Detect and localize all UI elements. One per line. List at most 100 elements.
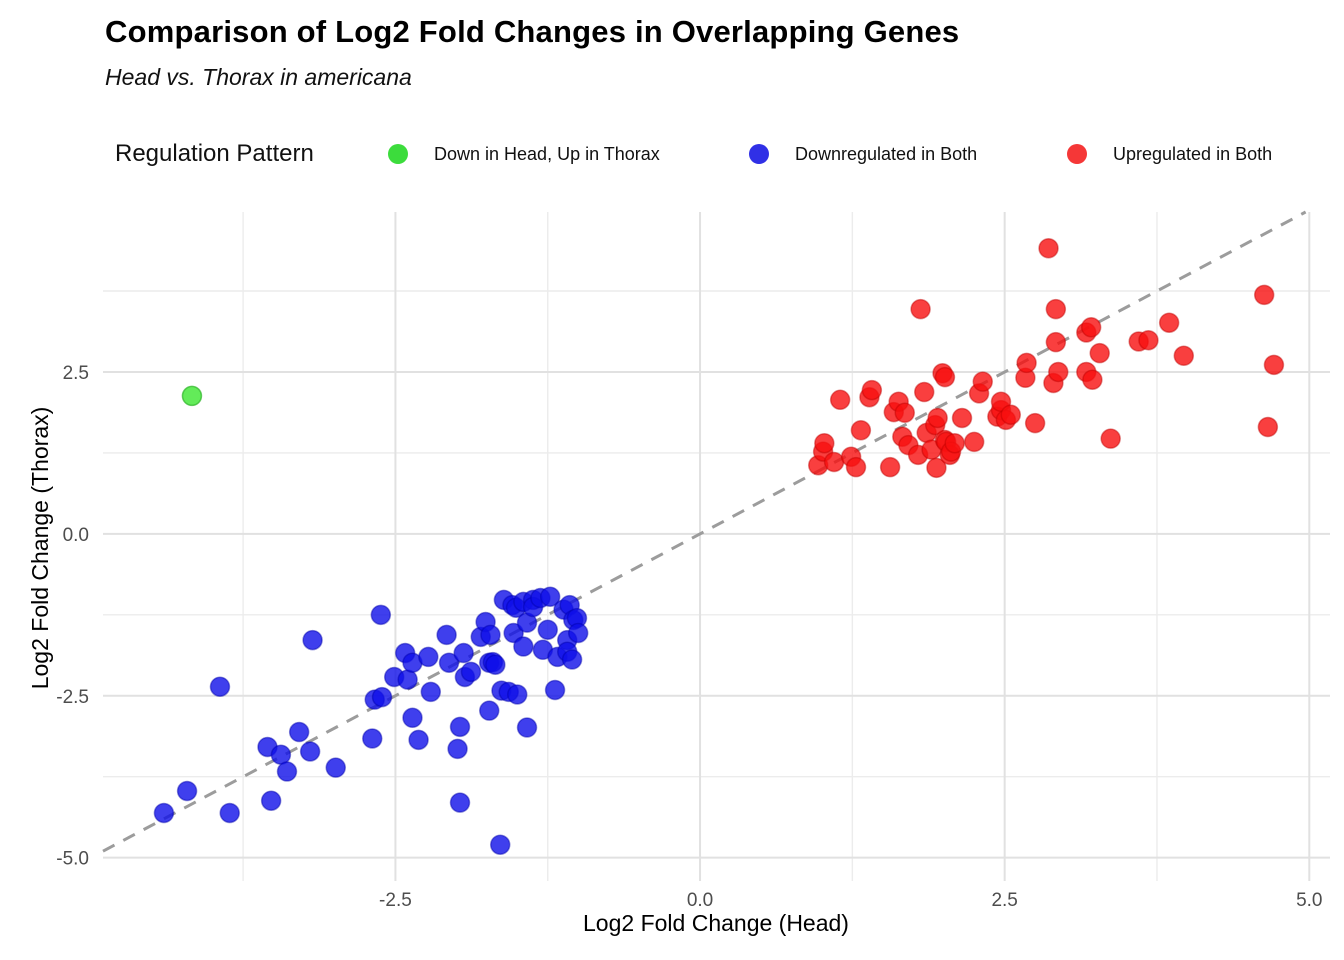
scatter-point-series-2 bbox=[1016, 352, 1037, 374]
scatter-point-series-2 bbox=[1158, 312, 1180, 333]
scatter-point-series-2 bbox=[1045, 331, 1067, 353]
legend-dot-blue-icon bbox=[749, 144, 769, 164]
scatter-point-series-2 bbox=[944, 432, 965, 454]
scatter-point-series-1 bbox=[370, 604, 392, 626]
scatter-point-series-2 bbox=[1173, 345, 1195, 367]
scatter-point-series-1 bbox=[219, 802, 240, 824]
scatter-point-series-1 bbox=[489, 834, 511, 855]
legend-item-downregulated-both: Downregulated in Both bbox=[749, 136, 977, 172]
x-tick-label: 5.0 bbox=[1296, 890, 1322, 911]
scatter-point-series-1 bbox=[479, 700, 500, 721]
scatter-point-series-2 bbox=[1257, 416, 1279, 438]
scatter-point-series-1 bbox=[325, 757, 346, 778]
y-tick-label: -2.5 bbox=[56, 687, 89, 708]
scatter-point-series-2 bbox=[814, 432, 835, 454]
y-tick-label: 2.5 bbox=[63, 363, 89, 384]
scatter-point-series-2 bbox=[934, 366, 956, 388]
y-tick-label: -5.0 bbox=[56, 849, 89, 870]
scatter-point-series-2 bbox=[963, 431, 985, 453]
scatter-point-series-1 bbox=[371, 686, 393, 708]
scatter-point-series-2 bbox=[861, 379, 883, 401]
scatter-point-series-2 bbox=[910, 298, 931, 320]
legend-label: Down in Head, Up in Thorax bbox=[434, 143, 660, 164]
legend-label: Upregulated in Both bbox=[1113, 143, 1273, 164]
scatter-point-series-2 bbox=[1089, 342, 1110, 364]
y-axis-title: Log2 Fold Change (Thorax) bbox=[27, 406, 53, 690]
scatter-point-series-1 bbox=[260, 790, 282, 811]
y-tick-label: 0.0 bbox=[63, 525, 89, 546]
scatter-point-series-2 bbox=[951, 407, 973, 429]
legend-dot-green-icon bbox=[388, 144, 408, 164]
scatter-point-series-1 bbox=[420, 681, 442, 703]
legend-dot-red-icon bbox=[1067, 144, 1087, 164]
scatter-point-series-1 bbox=[460, 661, 482, 683]
legend-item-upregulated-both: Upregulated in Both bbox=[1067, 136, 1272, 172]
scatter-point-series-2 bbox=[1138, 329, 1159, 351]
scatter-point-series-1 bbox=[176, 780, 198, 802]
scatter-point-series-1 bbox=[544, 679, 566, 701]
scatter-point-series-1 bbox=[539, 586, 561, 607]
scatter-point-series-2 bbox=[1100, 428, 1121, 449]
scatter-point-series-2 bbox=[1082, 369, 1103, 390]
scatter-point-series-1 bbox=[402, 707, 423, 729]
chart-title: Comparison of Log2 Fold Changes in Overl… bbox=[105, 14, 960, 49]
scatter-point-series-1 bbox=[485, 654, 506, 675]
scatter-point-series-2 bbox=[1045, 298, 1067, 320]
scatter-point-series-2 bbox=[1024, 412, 1046, 434]
scatter-point-series-1 bbox=[449, 792, 471, 813]
scatter-point-series-2 bbox=[845, 456, 867, 478]
scatter-point-series-2 bbox=[1263, 354, 1285, 376]
scatter-point-series-1 bbox=[561, 649, 583, 670]
scatter-point-series-1 bbox=[418, 646, 439, 668]
scatter-point-series-2 bbox=[894, 402, 916, 424]
scatter-point-series-2 bbox=[823, 451, 845, 473]
scatter-point-series-1 bbox=[408, 729, 429, 751]
scatter-point-series-1 bbox=[516, 717, 538, 738]
scatter-point-series-1 bbox=[447, 738, 468, 760]
scatter-point-series-2 bbox=[990, 391, 1012, 413]
x-tick-label: -2.5 bbox=[379, 890, 412, 911]
scatter-point-series-1 bbox=[453, 642, 474, 664]
scatter-point-series-1 bbox=[507, 684, 528, 705]
scatter-point-series-1 bbox=[480, 624, 501, 646]
scatter-point-series-1 bbox=[449, 716, 471, 738]
legend-label: Downregulated in Both bbox=[795, 143, 978, 164]
scatter-point-series-2 bbox=[879, 456, 901, 478]
x-tick-label: 0.0 bbox=[687, 890, 713, 911]
scatter-point-series-1 bbox=[362, 728, 383, 749]
scatter-point-series-2 bbox=[850, 420, 872, 441]
scatter-point-series-1 bbox=[302, 629, 323, 651]
scatter-point-series-2 bbox=[1253, 284, 1275, 306]
scatter-point-series-2 bbox=[1000, 404, 1022, 425]
scatter-point-series-1 bbox=[438, 652, 460, 673]
scatter-point-series-1 bbox=[299, 741, 321, 762]
scatter-point-series-1 bbox=[209, 676, 231, 697]
chart-subtitle: Head vs. Thorax in americana bbox=[105, 64, 412, 90]
scatter-point-series-2 bbox=[927, 407, 948, 429]
legend-title: Regulation Pattern bbox=[115, 140, 314, 167]
scatter-point-series-1 bbox=[567, 622, 589, 644]
scatter-point-series-2 bbox=[829, 389, 851, 411]
scatter-point-series-1 bbox=[513, 636, 534, 657]
legend: Regulation Pattern Down in Head, Up in T… bbox=[0, 136, 1344, 172]
scatter-point-series-1 bbox=[503, 622, 524, 644]
scatter-point-series-1 bbox=[537, 619, 558, 640]
scatter-point-series-2 bbox=[1080, 317, 1102, 338]
scatter-point-series-0 bbox=[181, 385, 203, 407]
scatter-point-series-1 bbox=[436, 624, 457, 646]
scatter-point-series-1 bbox=[397, 669, 418, 690]
scatter-point-series-1 bbox=[276, 761, 298, 782]
scatter-point-series-2 bbox=[913, 381, 935, 403]
scatter-point-series-2 bbox=[1038, 238, 1059, 259]
scatter-point-series-1 bbox=[288, 721, 310, 743]
scatter-point-series-2 bbox=[1048, 361, 1069, 383]
legend-item-down-head-up-thorax: Down in Head, Up in Thorax bbox=[388, 136, 660, 172]
scatter-point-series-1 bbox=[153, 802, 175, 824]
identity-reference-line bbox=[102, 210, 1307, 853]
scatter-point-series-2 bbox=[926, 457, 947, 479]
x-axis-title: Log2 Fold Change (Head) bbox=[583, 910, 849, 936]
x-tick-label: 2.5 bbox=[991, 890, 1017, 911]
scatter-point-series-2 bbox=[972, 371, 993, 392]
